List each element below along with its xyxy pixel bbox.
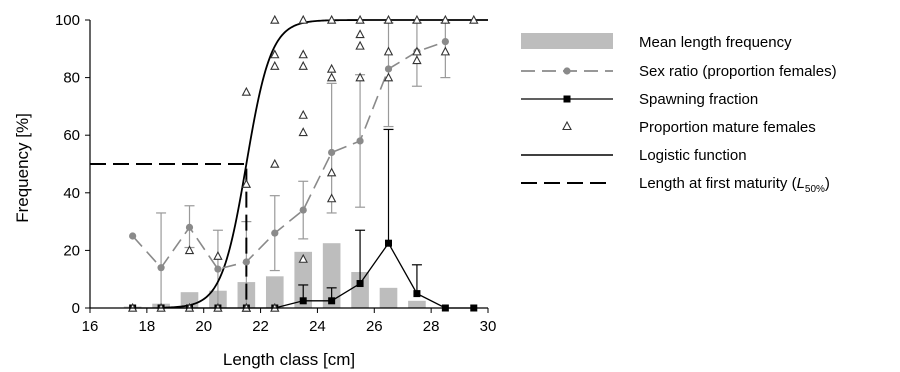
sex-ratio-point xyxy=(242,258,250,266)
bar xyxy=(294,251,313,308)
legend-item-spawning: Spawning fraction xyxy=(521,91,758,108)
mature-point xyxy=(326,63,337,73)
mature-point xyxy=(270,60,280,70)
mature-point xyxy=(355,14,365,24)
mature-point xyxy=(383,72,394,82)
x-axis-title: Length class [cm] xyxy=(223,350,355,369)
mature-point xyxy=(241,178,252,188)
legend: Mean length frequency Sex ratio (proport… xyxy=(521,33,837,195)
y-axis-title: Frequency [%] xyxy=(13,113,32,223)
mature-point xyxy=(355,72,365,82)
legend-item-bars: Mean length frequency xyxy=(521,33,792,51)
sex-ratio-line xyxy=(132,40,446,271)
mature-point xyxy=(184,245,195,255)
mature-point xyxy=(355,40,365,50)
mature-point xyxy=(383,14,394,24)
sex-ratio-point xyxy=(356,137,364,145)
mature-point xyxy=(412,46,422,56)
legend-swatch-spawning-marker xyxy=(563,95,571,103)
mature-point xyxy=(270,158,280,168)
spawning-point xyxy=(328,297,336,305)
axes xyxy=(89,20,488,309)
mature-point xyxy=(326,72,337,82)
l50-series xyxy=(90,163,248,308)
legend-swatch-bars xyxy=(521,33,613,49)
x-tick-label: 26 xyxy=(366,318,383,335)
x-tick-label: 28 xyxy=(423,318,440,335)
sex-ratio-point xyxy=(129,232,137,240)
y-tick-label: 60 xyxy=(63,127,80,144)
y-tick-label: 40 xyxy=(63,185,80,202)
sex-ratio-point xyxy=(214,265,222,273)
legend-item-sex-ratio: Sex ratio (proportion females) xyxy=(521,63,837,80)
bar-series xyxy=(123,243,426,308)
mature-point xyxy=(326,167,337,177)
bar xyxy=(379,287,398,308)
mature-point xyxy=(412,14,422,24)
mature-point xyxy=(298,127,308,137)
legend-item-mature: Proportion mature females xyxy=(562,119,816,136)
bar xyxy=(265,276,284,308)
x-tick-label: 30 xyxy=(480,318,497,335)
logistic-series xyxy=(158,19,488,309)
mature-point xyxy=(298,49,308,59)
spawning-point xyxy=(385,239,392,247)
mature-point xyxy=(326,193,337,203)
legend-item-logistic: Logistic function xyxy=(521,147,747,164)
legend-label-logistic: Logistic function xyxy=(639,147,747,164)
spawning-point xyxy=(413,290,421,298)
y-tick-label: 20 xyxy=(63,242,80,259)
bar xyxy=(351,272,369,308)
spawning-point xyxy=(299,297,307,305)
mature-point xyxy=(213,250,223,260)
x-tick-label: 16 xyxy=(82,318,99,335)
mature-point xyxy=(298,253,308,263)
legend-swatch-sex-ratio-marker xyxy=(563,67,571,75)
sex-ratio-point xyxy=(384,65,393,73)
bar xyxy=(408,300,426,308)
mature-point xyxy=(298,60,308,70)
legend-item-l50: Length at first maturity (L50%) xyxy=(521,175,830,195)
mature-point xyxy=(412,55,422,65)
legend-label-mature: Proportion mature females xyxy=(639,119,816,136)
x-tick-label: 22 xyxy=(252,318,269,335)
x-tick-label: 20 xyxy=(195,318,212,335)
mature-point xyxy=(440,14,451,24)
sex-ratio-point xyxy=(157,264,165,272)
legend-label-l50: Length at first maturity (L50%) xyxy=(639,175,830,195)
y-tick-label: 80 xyxy=(63,70,80,87)
y-tick-label: 100 xyxy=(55,12,80,29)
mature-point xyxy=(270,14,280,24)
l50-line xyxy=(90,163,248,308)
sex-ratio-point xyxy=(328,148,336,157)
sex-ratio-series xyxy=(129,38,449,273)
legend-label-spawning: Spawning fraction xyxy=(639,91,758,108)
sex-ratio-point xyxy=(299,206,307,214)
legend-swatch-mature-marker xyxy=(562,120,572,131)
mature-point xyxy=(298,14,308,24)
x-tick-label: 24 xyxy=(309,318,326,335)
mature-point xyxy=(270,49,280,59)
y-tick-label: 0 xyxy=(72,300,80,317)
bar xyxy=(322,243,341,308)
mature-point xyxy=(469,14,479,24)
x-tick-label: 18 xyxy=(139,318,156,335)
legend-label-sex-ratio: Sex ratio (proportion females) xyxy=(639,63,837,80)
tick-labels: 16 18 20 22 24 26 28 30 0 20 40 60 80 100 xyxy=(55,12,496,335)
mature-point xyxy=(298,109,308,119)
logistic-curve xyxy=(158,19,488,309)
mature-point xyxy=(241,86,252,96)
sex-ratio-point xyxy=(185,223,194,231)
mature-point xyxy=(440,46,451,56)
sex-ratio-point xyxy=(441,38,449,46)
mature-point xyxy=(326,14,337,24)
mature-point xyxy=(383,46,394,56)
mature-point xyxy=(355,29,365,39)
sex-ratio-point xyxy=(271,229,279,237)
legend-label-bars: Mean length frequency xyxy=(639,34,792,51)
spawning-point xyxy=(356,280,364,288)
